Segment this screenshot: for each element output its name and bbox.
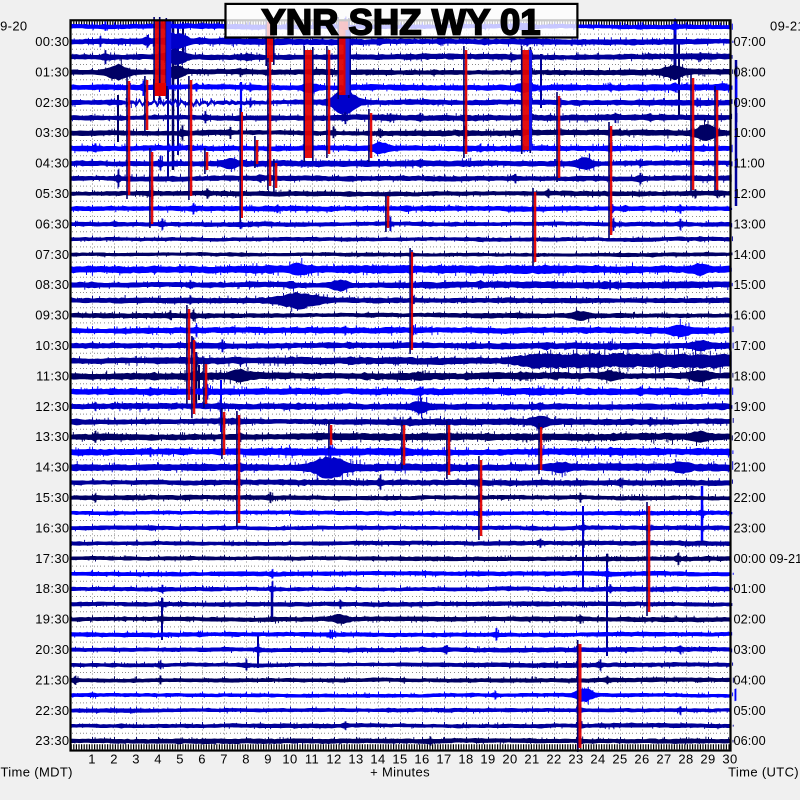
svg-text:1: 1 <box>88 751 96 766</box>
svg-text:18:00: 18:00 <box>734 369 766 383</box>
svg-text:09-20: 09-20 <box>0 19 28 34</box>
svg-text:04:30: 04:30 <box>35 156 69 171</box>
svg-text:09:00: 09:00 <box>734 96 766 110</box>
svg-text:10:00: 10:00 <box>734 126 766 140</box>
svg-text:19:30: 19:30 <box>35 612 69 627</box>
svg-text:09-21: 09-21 <box>770 19 800 34</box>
svg-text:23:30: 23:30 <box>35 733 69 748</box>
svg-text:18: 18 <box>458 751 473 766</box>
svg-text:09:30: 09:30 <box>35 308 69 323</box>
svg-text:03:30: 03:30 <box>35 125 69 140</box>
svg-text:08:30: 08:30 <box>35 277 69 292</box>
svg-text:22: 22 <box>546 751 561 766</box>
svg-text:11:30: 11:30 <box>36 368 69 383</box>
svg-text:04:00: 04:00 <box>734 673 766 687</box>
svg-text:6: 6 <box>198 751 206 766</box>
svg-text:06:00: 06:00 <box>734 734 766 748</box>
svg-text:9: 9 <box>264 751 272 766</box>
svg-text:11: 11 <box>305 751 319 766</box>
svg-text:13: 13 <box>348 751 363 766</box>
svg-text:2: 2 <box>110 751 118 766</box>
svg-text:28: 28 <box>678 751 693 766</box>
svg-text:25: 25 <box>612 751 627 766</box>
svg-text:10:30: 10:30 <box>35 338 69 353</box>
svg-text:17:00: 17:00 <box>734 339 766 353</box>
svg-text:17:30: 17:30 <box>35 551 69 566</box>
svg-text:19:00: 19:00 <box>734 400 766 414</box>
svg-text:03:00: 03:00 <box>734 643 766 657</box>
svg-text:19: 19 <box>480 751 495 766</box>
svg-text:02:30: 02:30 <box>35 95 69 110</box>
svg-text:7: 7 <box>220 751 228 766</box>
svg-text:+ Minutes: + Minutes <box>370 765 430 780</box>
svg-text:17: 17 <box>436 751 451 766</box>
svg-text:26: 26 <box>634 751 649 766</box>
svg-text:21:30: 21:30 <box>35 672 69 687</box>
svg-text:11:00: 11:00 <box>734 157 765 171</box>
svg-text:00:00 09-21: 00:00 09-21 <box>734 552 800 566</box>
svg-text:15:00: 15:00 <box>734 278 766 292</box>
svg-text:21: 21 <box>524 751 539 766</box>
svg-text:13:30: 13:30 <box>35 429 69 444</box>
svg-text:18:30: 18:30 <box>35 581 69 596</box>
svg-text:3: 3 <box>132 751 140 766</box>
svg-text:29: 29 <box>700 751 715 766</box>
svg-text:02:00: 02:00 <box>734 613 766 627</box>
svg-text:00:30: 00:30 <box>35 34 69 49</box>
svg-text:12:30: 12:30 <box>35 399 69 414</box>
svg-text:10: 10 <box>282 751 297 766</box>
svg-text:23:00: 23:00 <box>734 521 766 535</box>
svg-text:20: 20 <box>502 751 517 766</box>
svg-text:Time (UTC): Time (UTC) <box>728 765 799 780</box>
svg-text:14:00: 14:00 <box>734 248 766 262</box>
svg-text:4: 4 <box>154 751 162 766</box>
svg-text:15: 15 <box>392 751 407 766</box>
svg-text:14: 14 <box>370 751 385 766</box>
svg-text:12: 12 <box>326 751 341 766</box>
svg-text:8: 8 <box>242 751 250 766</box>
svg-text:Time (MDT): Time (MDT) <box>1 765 73 780</box>
svg-text:16: 16 <box>414 751 429 766</box>
svg-text:01:30: 01:30 <box>35 64 69 79</box>
svg-text:20:00: 20:00 <box>734 430 766 444</box>
svg-text:YNR SHZ WY 01: YNR SHZ WY 01 <box>261 1 540 42</box>
svg-text:06:30: 06:30 <box>35 216 69 231</box>
svg-text:07:00: 07:00 <box>734 35 766 49</box>
svg-text:5: 5 <box>176 751 184 766</box>
svg-text:16:30: 16:30 <box>35 520 69 535</box>
svg-text:23: 23 <box>568 751 583 766</box>
svg-text:16:00: 16:00 <box>734 309 766 323</box>
svg-text:13:00: 13:00 <box>734 217 766 231</box>
svg-text:30: 30 <box>722 751 737 766</box>
svg-text:07:30: 07:30 <box>35 247 69 262</box>
svg-text:05:00: 05:00 <box>734 704 766 718</box>
svg-text:01:00: 01:00 <box>734 582 766 596</box>
svg-text:15:30: 15:30 <box>35 490 69 505</box>
svg-text:12:00: 12:00 <box>734 187 766 201</box>
svg-text:21:00: 21:00 <box>734 461 766 475</box>
svg-text:14:30: 14:30 <box>35 460 69 475</box>
svg-text:08:00: 08:00 <box>734 65 766 79</box>
svg-text:22:30: 22:30 <box>35 703 69 718</box>
svg-text:24: 24 <box>590 751 605 766</box>
svg-text:27: 27 <box>656 751 671 766</box>
svg-text:05:30: 05:30 <box>35 186 69 201</box>
svg-text:22:00: 22:00 <box>734 491 766 505</box>
svg-text:20:30: 20:30 <box>35 642 69 657</box>
